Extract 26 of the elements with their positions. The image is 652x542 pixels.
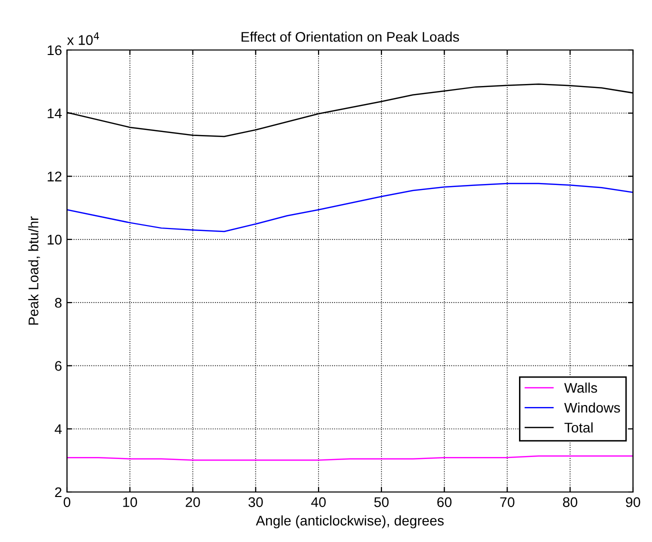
y-tick-label: 12 — [48, 172, 62, 182]
y-tick-label: 2 — [55, 487, 62, 498]
chart-title: Effect of Orientation on Peak Loads — [242, 32, 460, 42]
x-tick-label: 30 — [248, 497, 263, 508]
legend-label: Total — [564, 422, 593, 433]
legend-label: Walls — [564, 382, 598, 393]
x-tick-label: 40 — [311, 497, 326, 508]
x-tick-label: 50 — [374, 497, 389, 508]
x-tick-label: 20 — [186, 497, 200, 508]
x-axis-title: Angle (anticlockwise), degrees — [256, 515, 444, 528]
y-tick-label: 10 — [48, 234, 62, 245]
y-tick-label: 4 — [54, 424, 62, 434]
y-tick-label: 8 — [55, 298, 62, 308]
x-tick-label: 0 — [64, 497, 70, 508]
line-series — [67, 182, 633, 232]
x-tick-label: 70 — [500, 497, 514, 508]
x-tick-label: 90 — [626, 497, 640, 508]
x-tick-label: 10 — [123, 497, 138, 508]
x-tick-label: 80 — [562, 497, 578, 508]
y-tick-label: 14 — [48, 108, 62, 118]
y-tick-label: 6 — [55, 361, 62, 371]
y-axis-title: Peak Load, btu/hr — [28, 216, 40, 325]
y-tick-label: 16 — [48, 45, 62, 56]
x-tick-label: 60 — [437, 497, 452, 508]
text: x 10$^{4}$ — [67, 32, 100, 45]
legend-label: Windows — [564, 402, 620, 413]
